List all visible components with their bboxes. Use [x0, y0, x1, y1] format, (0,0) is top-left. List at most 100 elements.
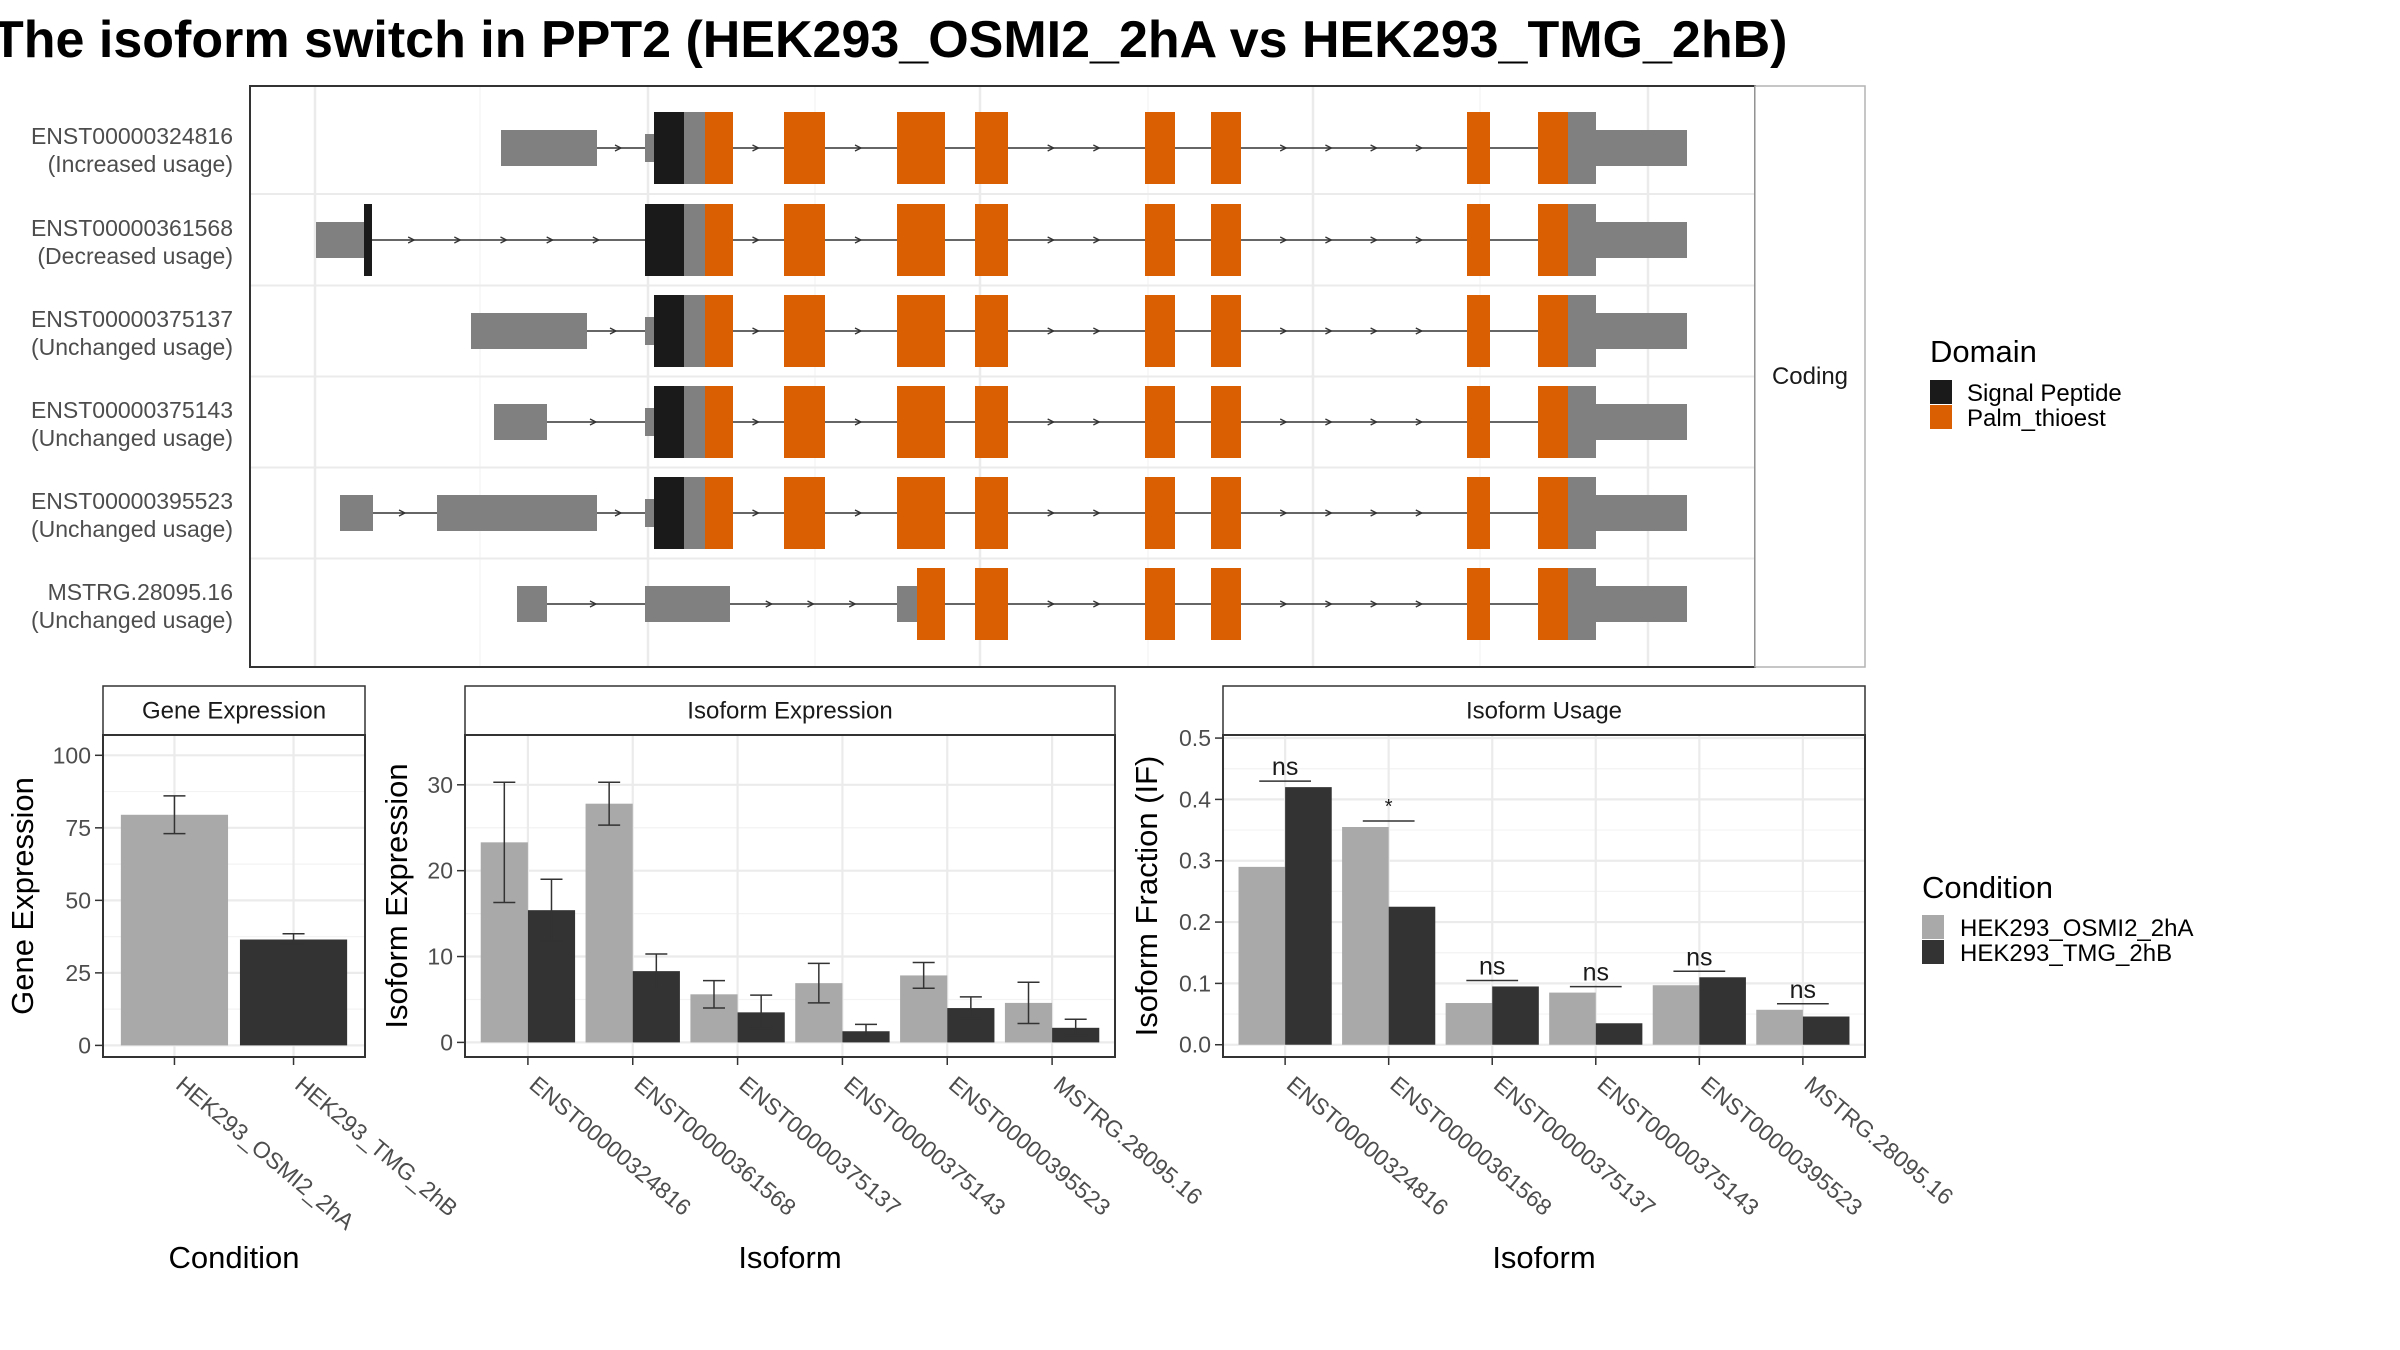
- utr-exon: [684, 295, 705, 367]
- bar-HEK293_OSMI2_2hA: [1756, 1009, 1803, 1045]
- intron-arrow: [1093, 236, 1101, 244]
- palm-thioest-domain: [1145, 204, 1175, 276]
- intron-arrow: [546, 236, 555, 244]
- transcript-id-label: ENST00000395523: [31, 488, 233, 514]
- palm-thioest-domain: [1538, 295, 1568, 367]
- y-tick-label: 75: [65, 815, 91, 841]
- palm-thioest-domain: [975, 204, 1008, 276]
- palm-thioest-domain: [784, 112, 825, 184]
- palm-thioest-domain: [1538, 112, 1568, 184]
- intron-arrow: [454, 236, 462, 244]
- palm-thioest-domain: [784, 386, 825, 458]
- utr-exon: [1568, 295, 1596, 367]
- intron-arrow: [1093, 509, 1101, 517]
- intron-arrow: [1370, 600, 1379, 608]
- palm-thioest-domain: [1467, 295, 1490, 367]
- y-tick-label: 0.4: [1179, 786, 1211, 812]
- panel-strip: [464, 685, 1116, 736]
- y-tick-label: 100: [53, 742, 91, 768]
- bar-HEK293_TMG_2hB: [1699, 977, 1746, 1045]
- expression-panels: Gene Expression0255075100HEK293_OSMI2_2h…: [5, 685, 1958, 1275]
- palm-thioest-domain: [1538, 204, 1568, 276]
- intron-arrow: [1325, 327, 1333, 335]
- panel-strip-label: Isoform Usage: [1466, 698, 1622, 725]
- intron-arrow: [854, 144, 863, 152]
- palm-thioest-domain: [1538, 568, 1568, 640]
- palm-thioest-domain: [705, 204, 733, 276]
- intron-arrow: [1279, 144, 1288, 152]
- y-tick-label: 20: [427, 858, 453, 884]
- utr-exon: [1568, 386, 1596, 458]
- utr-exon: [316, 222, 364, 258]
- utr-exon: [1596, 586, 1687, 622]
- intron-arrow: [1093, 600, 1101, 608]
- significance-label: ns: [1790, 976, 1816, 1004]
- palm-thioest-domain: [1145, 112, 1175, 184]
- palm-thioest-domain: [705, 386, 733, 458]
- legend-label-palm-thioest: Palm_thioest: [1967, 405, 2106, 432]
- palm-thioest-domain: [1467, 477, 1490, 549]
- transcript-id-label: ENST00000375137: [31, 306, 233, 332]
- palm-thioest-domain: [1467, 112, 1490, 184]
- utr-exon: [1568, 112, 1596, 184]
- transcript-id-label: ENST00000375143: [31, 397, 233, 423]
- y-tick-label: 0: [440, 1029, 453, 1055]
- utr-exon: [897, 586, 917, 622]
- bar-HEK293_OSMI2_2hA: [1549, 992, 1596, 1045]
- intron-arrow: [1093, 327, 1101, 335]
- palm-thioest-domain: [917, 568, 945, 640]
- significance-label: ns: [1272, 753, 1298, 781]
- transcript-usage-label: (Decreased usage): [37, 243, 233, 269]
- y-tick-label: 0.3: [1179, 848, 1211, 874]
- intron-arrow: [398, 509, 407, 517]
- significance-label: ns: [1479, 952, 1505, 980]
- transcript-row-ENST00000395523: [340, 477, 1687, 549]
- bar-HEK293_OSMI2_2hA: [1342, 827, 1389, 1045]
- transcript-row-ENST00000361568: [316, 204, 1687, 276]
- intron-arrow: [1370, 509, 1379, 517]
- significance-label: ns: [1583, 959, 1609, 987]
- palm-thioest-domain: [897, 295, 945, 367]
- palm-thioest-domain: [897, 477, 945, 549]
- palm-thioest-domain: [1538, 386, 1568, 458]
- bar-HEK293_TMG_2hB: [1492, 986, 1539, 1045]
- transcript-usage-label: (Unchanged usage): [31, 516, 233, 542]
- y-tick-label: 0.2: [1179, 909, 1211, 935]
- intron-arrow: [1279, 418, 1288, 426]
- panel-strip: [102, 685, 366, 736]
- bar-HEK293_OSMI2_2hA: [1652, 985, 1700, 1045]
- intron-arrow: [1415, 327, 1424, 335]
- bar-HEK293_TMG_2hB: [1388, 906, 1436, 1045]
- y-tick-label: 50: [65, 887, 91, 913]
- palm-thioest-domain: [1467, 568, 1490, 640]
- legend-key-tmg: [1922, 940, 1944, 964]
- condition-legend-title: Condition: [1922, 870, 2053, 905]
- panel-strip-label: Gene Expression: [142, 698, 326, 725]
- intron-arrow: [752, 509, 760, 517]
- intron-arrow: [1415, 144, 1424, 152]
- y-axis-title: Isoform Expression: [379, 763, 414, 1028]
- utr-exon: [1596, 495, 1687, 531]
- palm-thioest-domain: [705, 477, 733, 549]
- utr-exon: [494, 404, 547, 440]
- utr-exon: [684, 204, 705, 276]
- utr-exon: [501, 130, 597, 166]
- utr-exon: [1596, 313, 1687, 349]
- panel-border: [464, 734, 1116, 1058]
- intron-arrow: [1325, 418, 1333, 426]
- x-axis-title: Isoform: [738, 1240, 841, 1275]
- transcript-row-ENST00000375137: [471, 295, 1687, 367]
- significance-label: *: [1385, 796, 1393, 818]
- intron-arrow: [407, 236, 416, 244]
- bar-HEK293_TMG_2hB: [1595, 1023, 1643, 1045]
- legends: Domain Signal Peptide Palm_thioest Condi…: [1922, 334, 2193, 967]
- palm-thioest-domain: [705, 295, 733, 367]
- utr-exon: [1596, 222, 1687, 258]
- bar-HEK293_TMG_2hB: [1285, 787, 1332, 1045]
- utr-exon: [645, 134, 654, 162]
- bar-HEK293_OSMI2_2hA: [585, 803, 633, 1043]
- intron-arrow: [1279, 327, 1288, 335]
- palm-thioest-domain: [897, 112, 945, 184]
- utr-exon: [340, 495, 373, 531]
- intron-arrow: [1325, 509, 1333, 517]
